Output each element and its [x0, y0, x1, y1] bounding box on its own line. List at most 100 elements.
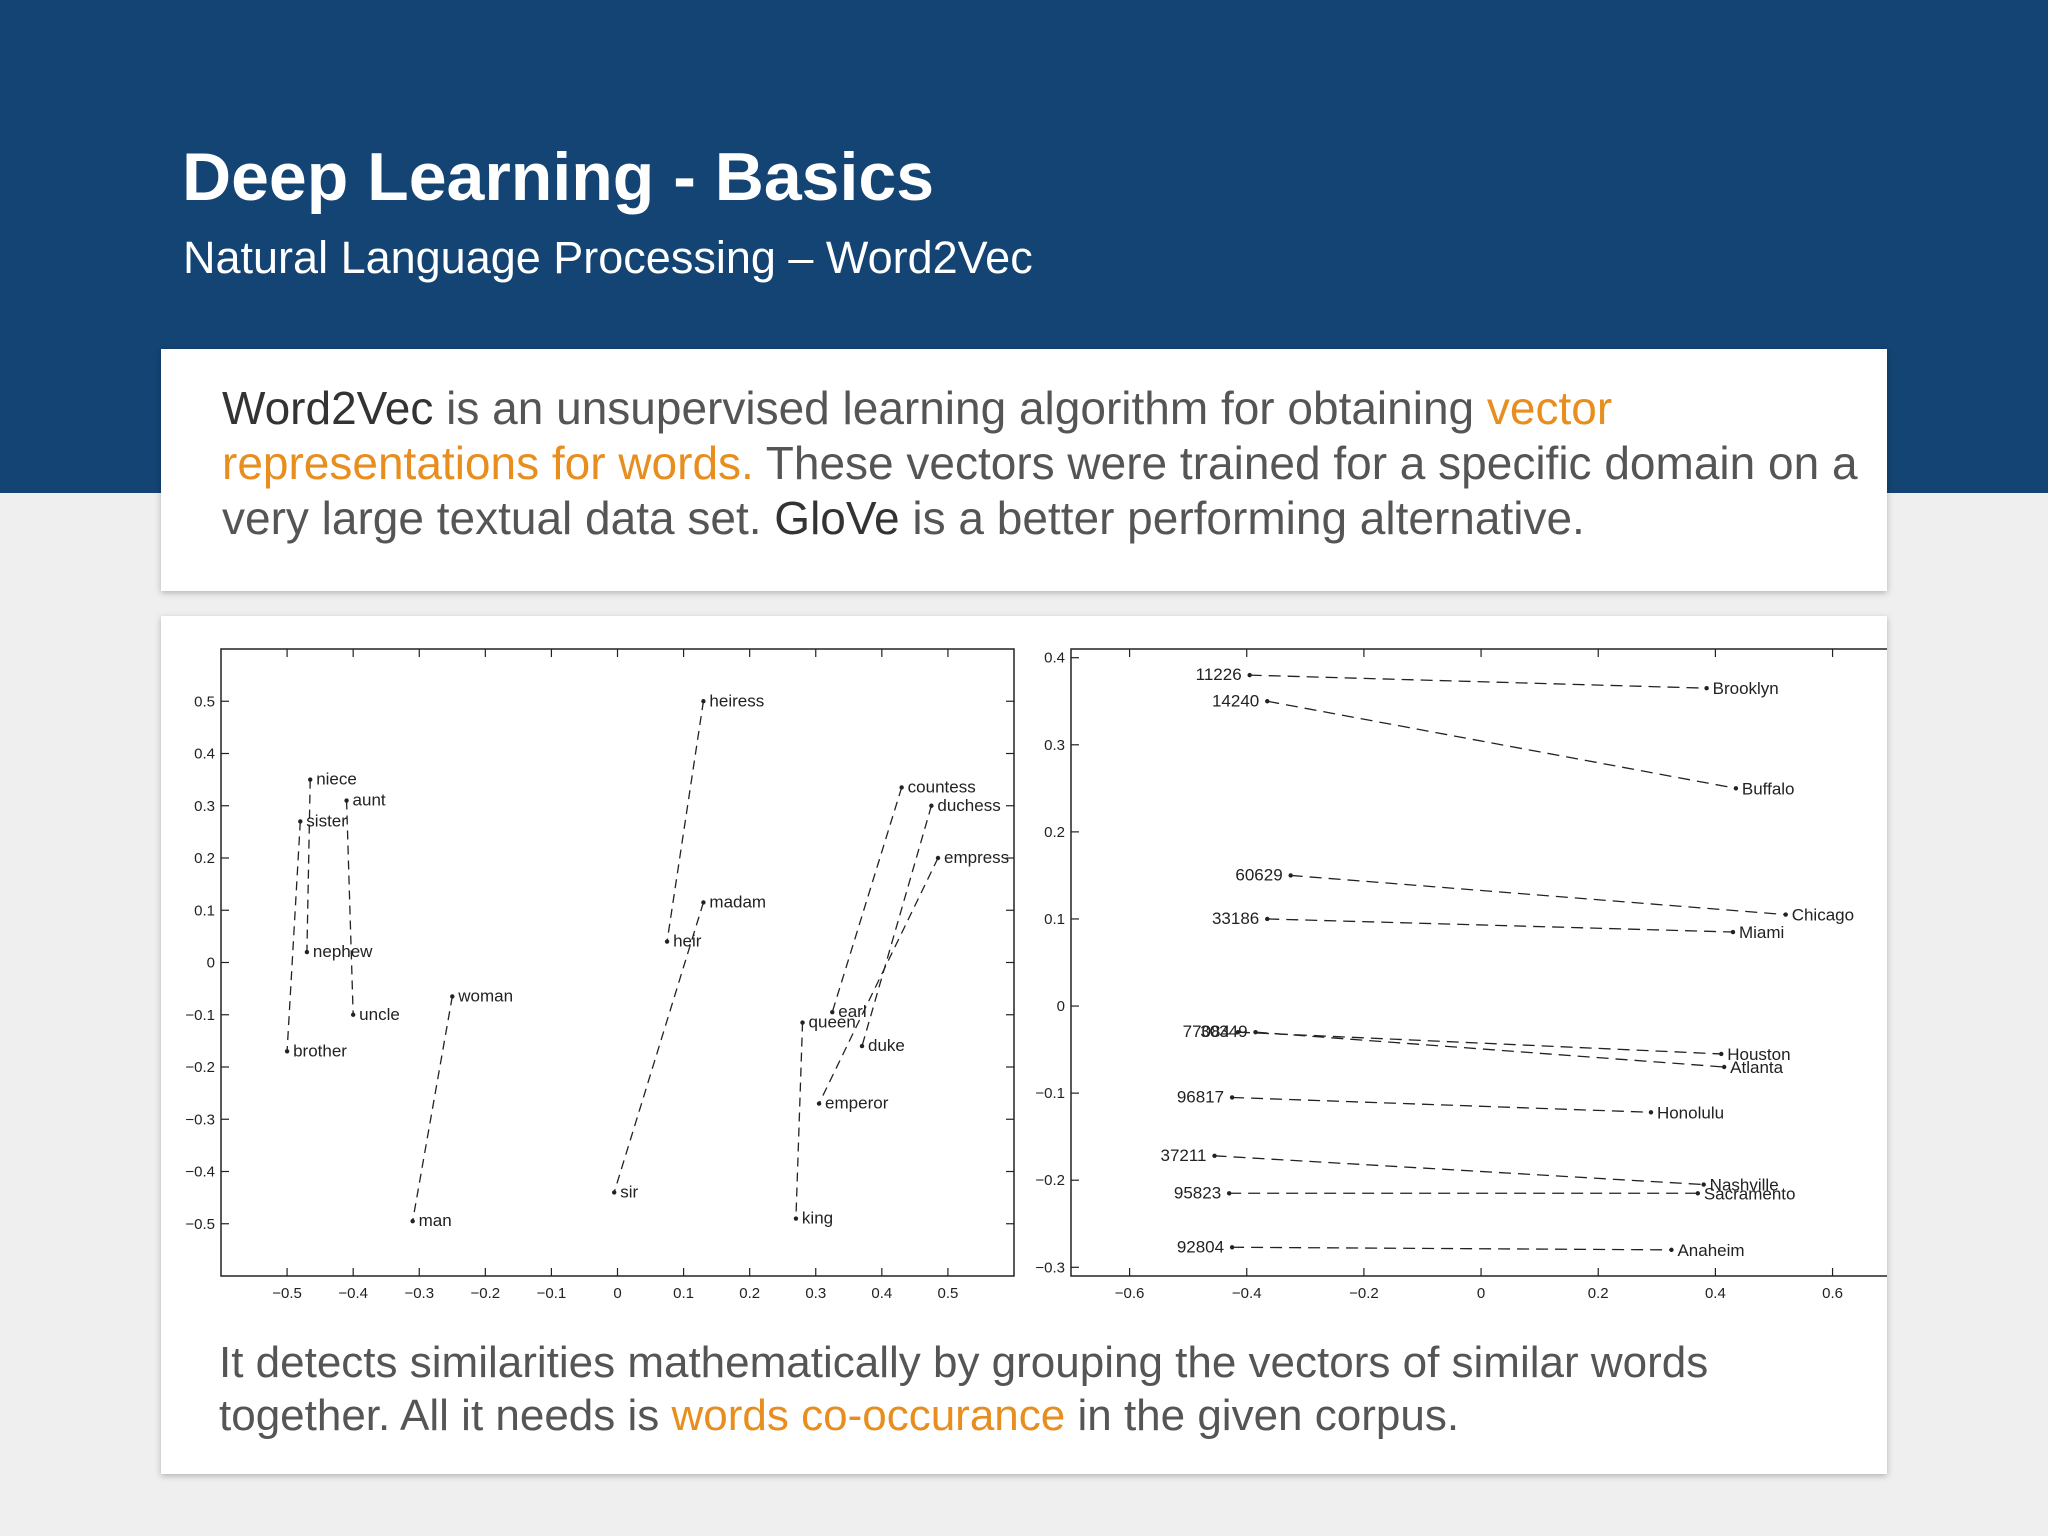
zip-point	[1226, 1191, 1232, 1196]
footer-highlight: words co-occurance	[671, 1391, 1066, 1440]
plot-frame	[1070, 648, 1887, 1277]
footer-text-2: in the given corpus.	[1065, 1391, 1460, 1440]
chart-card: −0.5 −0.4 −0.3 −0.2 −0.1 0 0.1 0.2 0.3 0.4 0.5 0.5 0…	[161, 616, 1887, 1474]
zip-point	[1265, 916, 1270, 922]
city-point	[1669, 1247, 1674, 1253]
pair-link	[666, 701, 705, 942]
x-tick-label: 0	[1477, 1285, 1485, 1302]
zip-point	[1247, 672, 1252, 678]
intro-highlight: vector representations for words.	[222, 382, 1613, 489]
zip-city-link	[1267, 700, 1737, 789]
x-tick-label: −0.1	[537, 1285, 567, 1302]
word-label: nephew	[313, 942, 373, 961]
x-tick-label: −0.5	[272, 1285, 302, 1302]
y-tick-label: 0.2	[1044, 824, 1065, 841]
zip-city-link	[1255, 1031, 1725, 1068]
word-label: duchess	[937, 796, 1000, 815]
page-title: Deep Learning - Basics	[182, 139, 935, 215]
word-point	[935, 855, 941, 861]
city-label: Houston	[1727, 1045, 1790, 1064]
chart-canvas: −0.5 −0.4 −0.3 −0.2 −0.1 0 0.1 0.2 0.3 0.4 0.5 0.5 0…	[185, 648, 1887, 1302]
y-tick-label: −0.3	[185, 1111, 215, 1128]
y-tick-label: 0.3	[194, 798, 215, 815]
city-label: Chicago	[1792, 906, 1854, 925]
pair-link	[412, 996, 453, 1222]
y-tick-label: −0.5	[185, 1216, 215, 1233]
word-point	[859, 1043, 865, 1049]
page-subtitle: Natural Language Processing – Word2Vec	[183, 232, 1033, 283]
x-tick-label: −0.2	[1349, 1285, 1379, 1302]
city-point	[1730, 929, 1736, 935]
y-tick-label: 0.4	[194, 746, 215, 763]
x-tick-label: 0.3	[805, 1285, 826, 1302]
word-label: heir	[673, 932, 702, 951]
city-point	[1721, 1064, 1727, 1070]
x-tick-label: −0.4	[338, 1285, 368, 1302]
word-label: uncle	[359, 1005, 400, 1024]
y-tick-label: −0.3	[1035, 1259, 1065, 1276]
word-label: countess	[908, 777, 976, 796]
zip-city-link	[1232, 1096, 1651, 1113]
y-tick-label: 0.3	[1044, 737, 1065, 754]
term-word2vec: Word2Vec	[222, 382, 434, 434]
word-label: aunt	[353, 791, 386, 810]
y-tick-label: 0.1	[1044, 911, 1065, 928]
word-point	[816, 1101, 822, 1106]
zip-label: 96817	[1177, 1087, 1224, 1106]
x-tick-label: 0.4	[871, 1285, 892, 1302]
intro-text-3: is a better performing alternative.	[899, 492, 1585, 544]
word-point	[298, 819, 303, 824]
city-point	[1733, 786, 1739, 791]
city-label: Atlanta	[1730, 1058, 1783, 1077]
footer-text-1: It detects similarities mathematically b…	[219, 1338, 1709, 1440]
city-label: Sacramento	[1704, 1184, 1796, 1203]
word-label: queen	[809, 1013, 856, 1032]
intro-text-1: is an unsupervised learning algorithm fo…	[433, 382, 1487, 434]
x-tick-label: −0.2	[471, 1285, 501, 1302]
word-point	[793, 1216, 799, 1221]
word-label: sister	[306, 811, 347, 830]
intro-card: Word2Vec is an unsupervised learning alg…	[161, 349, 1887, 591]
x-tick-label: 0.1	[673, 1285, 694, 1302]
zip-point	[1229, 1245, 1235, 1250]
word-label: king	[802, 1209, 833, 1228]
city-label: Anaheim	[1677, 1241, 1744, 1260]
word-point	[410, 1218, 415, 1224]
word-point	[664, 939, 670, 944]
city-label: Miami	[1739, 923, 1784, 942]
x-tick-label: −0.4	[1232, 1285, 1262, 1302]
city-point	[1695, 1191, 1701, 1196]
city-point	[1783, 912, 1788, 917]
x-tick-label: 0.2	[1588, 1285, 1609, 1302]
word-label: duke	[868, 1036, 905, 1055]
y-tick-label: 0.2	[194, 850, 215, 867]
word-label: man	[419, 1211, 452, 1230]
word-label: woman	[457, 986, 513, 1005]
footer-paragraph: It detects similarities mathematically b…	[219, 1336, 1879, 1442]
zip-city-link	[1237, 1031, 1722, 1055]
city-label: Buffalo	[1742, 779, 1795, 798]
zip-label: 77084	[1183, 1022, 1230, 1041]
pair-link	[831, 787, 903, 1013]
x-tick-label: 0.4	[1705, 1285, 1726, 1302]
zip-label: 11226	[1196, 665, 1242, 684]
y-tick-label: −0.2	[185, 1059, 215, 1076]
zip-label: 14240	[1212, 691, 1259, 710]
word-point	[304, 949, 310, 955]
city-point	[1701, 1182, 1706, 1187]
x-tick-label: −0.3	[404, 1285, 434, 1302]
pair-link	[306, 779, 311, 953]
y-tick-label: 0.5	[194, 693, 215, 710]
word-label: empress	[944, 848, 1009, 867]
word-analogy-chart: −0.5 −0.4 −0.3 −0.2 −0.1 0 0.1 0.2 0.3 0.4 0.5 0.5 0…	[185, 648, 1015, 1302]
zip-city-link	[1232, 1246, 1672, 1251]
y-tick-label: −0.4	[185, 1164, 215, 1181]
word-label: sir	[620, 1182, 638, 1201]
zip-city-link	[1214, 1155, 1704, 1186]
zip-label: 92804	[1177, 1237, 1224, 1256]
zip-label: 60629	[1235, 865, 1282, 884]
word-point	[899, 785, 904, 790]
city-point	[1704, 685, 1709, 691]
zip-city-link	[1290, 874, 1786, 916]
intro-text-2: These vectors were trained for a specifi…	[222, 437, 1858, 544]
